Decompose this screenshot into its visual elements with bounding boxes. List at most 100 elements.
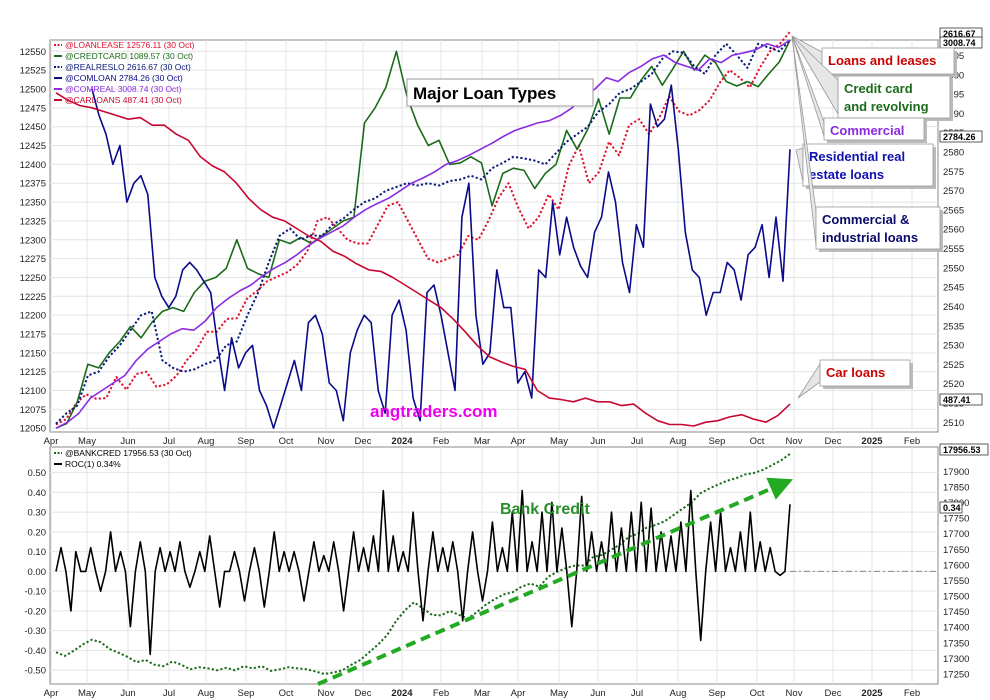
left-tick-label: 12350 — [20, 198, 46, 209]
left-tick-label: 12275 — [20, 254, 46, 265]
x-tick-label: Sep — [709, 688, 726, 699]
callout-box — [821, 47, 955, 75]
left-tick-label: 12225 — [20, 292, 46, 303]
right-tick-label: 2545 — [943, 283, 964, 294]
panel-bank-credit: Apr May Jun Jul Aug Sep Oct Nov Dec 2024 Feb Mar Apr… — [24, 443, 989, 699]
right-tick-label: 17350 — [943, 638, 969, 649]
x-tick-label: Nov — [786, 688, 803, 699]
x-tick-label: Nov — [318, 436, 335, 447]
x-tick-label: Apr — [511, 436, 526, 447]
left-tick-label: 0.50 — [28, 468, 47, 479]
last-value-text: 17956.53 — [943, 445, 981, 455]
left-tick-label: 12150 — [20, 348, 46, 359]
left-tick-label: 12250 — [20, 273, 46, 284]
series-line-bankcred — [55, 453, 791, 675]
x-tick-label: Dec — [825, 688, 842, 699]
left-tick-label: -0.40 — [24, 646, 46, 657]
x-tick-label: Aug — [198, 436, 215, 447]
right-tick-label: 2550 — [943, 263, 964, 274]
left-tick-label: 12100 — [20, 386, 46, 397]
left-tick-label: 0.10 — [28, 547, 47, 558]
callout-text: Loans and leases — [828, 53, 936, 68]
chart-title: Major Loan Types — [413, 84, 556, 103]
right-tick-label: 2520 — [943, 379, 964, 390]
left-tick-label: 0.20 — [28, 527, 47, 538]
panel-loan-types: Apr May Jun Jul Aug Sep Oct Nov Dec 2024 Feb Mar Apr… — [20, 27, 983, 447]
title-box — [406, 78, 594, 107]
x-tick-label: 2025 — [861, 436, 883, 447]
x-tick-label: Sep — [709, 436, 726, 447]
left-tick-label: -0.10 — [24, 587, 46, 598]
left-tick-label: 12525 — [20, 66, 46, 77]
callout-text: estate loans — [809, 167, 884, 182]
right-tick-label: 17500 — [943, 592, 969, 603]
last-value-text: 0.34 — [943, 503, 961, 513]
right-tick-label: 17650 — [943, 545, 969, 556]
last-value-text: 487.41 — [943, 395, 971, 405]
left-tick-label: 12375 — [20, 179, 46, 190]
left-tick-label: 12500 — [20, 85, 46, 96]
left-tick-label: 0.40 — [28, 488, 47, 499]
callout-text: and revolving — [844, 99, 929, 114]
x-tick-label: Apr — [511, 688, 526, 699]
callout-text: Commercial & — [822, 212, 909, 227]
callout: Car loans — [797, 359, 913, 399]
x-tick-label: 2024 — [391, 436, 413, 447]
x-tick-label: Apr — [44, 436, 59, 447]
callout-text: Commercial — [830, 123, 904, 138]
x-tick-label: Sep — [238, 688, 255, 699]
right-tick-label: 2570 — [943, 186, 964, 197]
x-tick-label: May — [78, 436, 96, 447]
x-tick-label: May — [550, 688, 568, 699]
series-line-comloan — [91, 84, 791, 430]
legend-label: @CREDTCARD 1089.57 (30 Oct) — [65, 51, 193, 61]
callout-text: Credit card — [844, 81, 913, 96]
right-tick-label: 17550 — [943, 576, 969, 587]
legend-label: @REALRESLO 2616.67 (30 Oct) — [65, 62, 191, 72]
callout-box — [819, 359, 911, 387]
x-tick-label: 2024 — [391, 688, 413, 699]
left-tick-label: 12300 — [20, 235, 46, 246]
legend-label: @LOANLEASE 12576.11 (30 Oct) — [65, 40, 195, 50]
x-tick-label: Oct — [750, 688, 765, 699]
left-tick-label: 12400 — [20, 160, 46, 171]
x-tick-label: Oct — [750, 436, 765, 447]
x-tick-label: Mar — [474, 688, 490, 699]
legend-label: @COMLOAN 2784.26 (30 Oct) — [65, 73, 183, 83]
right-tick-label: 2555 — [943, 244, 964, 255]
x-tick-label: Jul — [163, 436, 175, 447]
x-tick-label: Aug — [670, 436, 687, 447]
x-tick-label: Dec — [825, 436, 842, 447]
x-tick-label: Jun — [590, 436, 605, 447]
left-tick-label: 12450 — [20, 122, 46, 133]
series-line-realreslo — [55, 39, 791, 425]
right-tick-label: 17400 — [943, 623, 969, 634]
right-tick-label: 17250 — [943, 670, 969, 681]
left-tick-label: 12550 — [20, 47, 46, 58]
right-tick-label: 2590 — [943, 109, 964, 120]
callout-text: Residential real — [809, 149, 905, 164]
x-tick-label: Feb — [433, 436, 449, 447]
right-tick-label: 17450 — [943, 607, 969, 618]
left-tick-label: 12475 — [20, 103, 46, 114]
legend-label: @COMREAL 3008.74 (30 Oct) — [65, 84, 182, 94]
callout-box — [815, 206, 941, 250]
last-value-flag — [939, 130, 983, 143]
x-tick-label: May — [78, 688, 96, 699]
left-tick-label: 12075 — [20, 405, 46, 416]
x-tick-label: Sep — [238, 436, 255, 447]
x-tick-label: Feb — [433, 688, 449, 699]
x-tick-label: Apr — [44, 688, 59, 699]
x-tick-label: May — [550, 436, 568, 447]
x-tick-label: Jul — [631, 688, 643, 699]
last-value-flag — [939, 36, 983, 49]
x-tick-label: Jun — [120, 436, 135, 447]
right-tick-label: 2595 — [943, 90, 964, 101]
right-tick-label: 2525 — [943, 360, 964, 371]
x-tick-label: Aug — [198, 688, 215, 699]
left-tick-label: -0.30 — [24, 626, 46, 637]
series-line-roc — [55, 489, 791, 656]
right-tick-label: 17750 — [943, 514, 969, 525]
left-tick-label: 0.00 — [28, 567, 47, 578]
x-tick-label: Oct — [279, 688, 294, 699]
